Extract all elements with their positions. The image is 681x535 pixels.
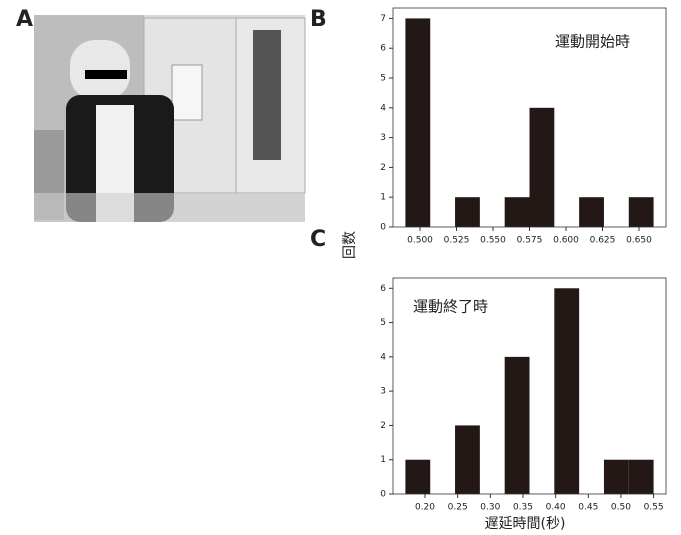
y-tick-label: 0: [380, 223, 386, 233]
bar: [505, 197, 530, 227]
x-tick-label: 0.55: [644, 503, 664, 513]
y-tick-label: 1: [380, 455, 386, 465]
x-tick-label: 0.20: [415, 503, 435, 513]
y-tick-label: 2: [380, 421, 386, 431]
x-tick-label: 0.500: [407, 236, 433, 246]
x-tick-label: 0.30: [480, 503, 500, 513]
bar: [455, 425, 480, 494]
x-tick-label: 0.600: [553, 236, 579, 246]
x-tick-label: 0.40: [546, 503, 566, 513]
y-tick-label: 3: [380, 387, 386, 397]
y-tick-label: 5: [380, 74, 386, 84]
bar: [505, 357, 530, 494]
x-tick-label: 0.650: [626, 236, 652, 246]
y-tick-label: 0: [380, 490, 386, 500]
y-tick-label: 4: [380, 103, 386, 113]
annotation: 運動終了時: [413, 298, 488, 316]
y-tick-label: 1: [380, 193, 386, 203]
bar: [629, 460, 654, 494]
annotation: 運動開始時: [555, 33, 630, 51]
bar: [629, 197, 654, 227]
x-tick-label: 0.50: [611, 503, 631, 513]
y-tick-label: 2: [380, 163, 386, 173]
bar: [405, 18, 430, 227]
figure: A B C 回数 遅延時間(秒) 012345670.5000.5250.550…: [0, 0, 681, 535]
panel-label: C: [310, 227, 326, 252]
x-axis-label: 遅延時間(秒): [485, 516, 566, 532]
y-tick-label: 4: [380, 352, 386, 362]
y-tick-label: 6: [380, 284, 386, 294]
bar: [530, 108, 555, 227]
y-axis-label: 回数: [342, 231, 358, 259]
x-tick-label: 0.575: [517, 236, 543, 246]
photo: [34, 15, 305, 222]
x-tick-label: 0.525: [444, 236, 470, 246]
bar: [455, 197, 480, 227]
y-tick-label: 5: [380, 318, 386, 328]
y-tick-label: 3: [380, 133, 386, 143]
y-tick-label: 7: [380, 14, 386, 24]
x-tick-label: 0.550: [480, 236, 506, 246]
x-tick-label: 0.25: [448, 503, 468, 513]
bar: [604, 460, 629, 494]
panel-label: B: [310, 7, 327, 32]
x-tick-label: 0.625: [590, 236, 616, 246]
bar: [579, 197, 604, 227]
x-tick-label: 0.35: [513, 503, 533, 513]
bar: [405, 460, 430, 494]
y-tick-label: 6: [380, 44, 386, 54]
x-tick-label: 0.45: [578, 503, 598, 513]
bar: [554, 288, 579, 494]
panel-label: A: [16, 7, 33, 32]
